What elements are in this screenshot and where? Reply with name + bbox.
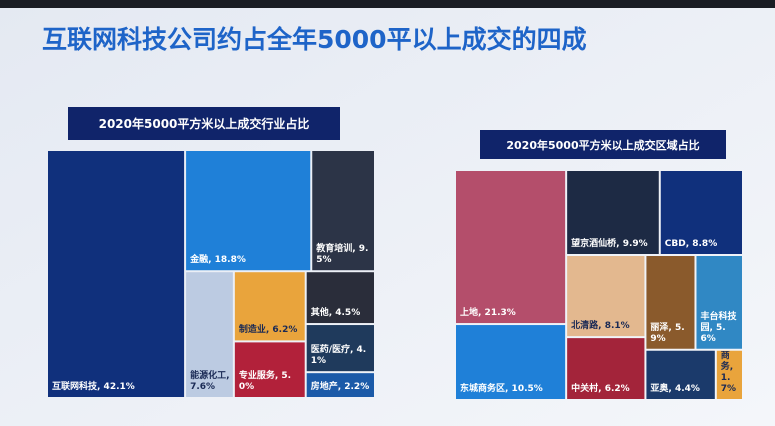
- treemap-cell: [186, 272, 233, 397]
- treemap-cell: [312, 151, 374, 271]
- subtitle-box: [68, 107, 340, 140]
- treemap-cell: [456, 171, 566, 324]
- treemap-cell: [48, 151, 185, 397]
- chart-title: 2020年5000平方米以上成交行业占比: [99, 116, 310, 131]
- cell-label-box: 上地, 21.3%: [460, 308, 516, 319]
- cell-label-box: 制造业, 6.2%: [238, 325, 298, 336]
- cell-label-box: 教育培训, 9.5%: [316, 244, 369, 266]
- cell-label-box: CBD, 8.8%: [664, 239, 718, 249]
- cell-label: 上地, 21.3%: [460, 308, 516, 319]
- cell-label-box: 中关村, 6.2%: [571, 383, 630, 394]
- cell-label: 商务, 1.7%: [720, 350, 737, 394]
- treemap-cell: [567, 171, 659, 254]
- cell-label-box: 北清路, 8.1%: [571, 321, 630, 332]
- cell-label: 丽泽, 5.9%: [650, 322, 685, 344]
- cell-label-box: 医药/医疗, 4.1%: [310, 345, 367, 367]
- cell-label: 房地产, 2.2%: [310, 381, 370, 392]
- cell-label: 望京酒仙桥, 9.9%: [571, 239, 648, 249]
- treemap-cell: [306, 272, 374, 324]
- chart-title: 2020年5000平方米以上成交区域占比: [506, 138, 699, 152]
- cell-label: 亚奥, 4.4%: [650, 383, 700, 394]
- treemap-cell: [186, 151, 311, 271]
- treemap-cell: [660, 171, 742, 254]
- cell-label-box: 东城商务区, 10.5%: [460, 383, 543, 394]
- treemap-cell: [646, 350, 715, 399]
- treemap-cell: [567, 338, 645, 399]
- cell-label-box: 丽泽, 5.9%: [650, 322, 685, 344]
- treemap-cell: [567, 256, 645, 337]
- cell-label: 东城商务区, 10.5%: [460, 383, 543, 394]
- treemap-cell: [696, 256, 742, 349]
- cell-label: 丰台科技园, 5.6%: [700, 311, 737, 344]
- treemap-cell: [646, 256, 695, 349]
- cell-label-box: 专业服务, 5.0%: [238, 370, 292, 392]
- cell-label-box: 互联网科技, 42.1%: [52, 382, 135, 392]
- cell-label: 教育培训, 9.5%: [316, 244, 369, 266]
- subtitle-box: [480, 130, 726, 159]
- cell-label: 制造业, 6.2%: [238, 325, 298, 336]
- cell-label: CBD, 8.8%: [664, 239, 718, 249]
- cell-label: 互联网科技, 42.1%: [52, 382, 135, 392]
- cell-label-box: 望京酒仙桥, 9.9%: [571, 239, 648, 249]
- treemap-cell: [234, 342, 305, 397]
- cell-label: 北清路, 8.1%: [571, 321, 630, 332]
- cell-label: 专业服务, 5.0%: [238, 370, 292, 392]
- cell-label: 其他, 4.5%: [310, 308, 361, 319]
- cell-label-box: 房地产, 2.2%: [310, 381, 370, 392]
- cell-label: 金融, 18.8%: [190, 255, 246, 266]
- treemap-cell: [234, 272, 305, 341]
- slide-title: 互联网科技公司约占全年5000平以上成交的四成: [42, 25, 587, 54]
- cell-label-box: 能源化工, 7.6%: [190, 370, 230, 392]
- cell-label-box: 商务, 1.7%: [720, 350, 737, 394]
- cell-label: 能源化工, 7.6%: [190, 370, 230, 392]
- cell-label-box: 丰台科技园, 5.6%: [700, 311, 737, 344]
- cell-label-box: 其他, 4.5%: [310, 308, 361, 319]
- cell-label-box: 亚奥, 4.4%: [650, 383, 700, 394]
- treemap-cell: [306, 325, 374, 372]
- cell-label: 医药/医疗, 4.1%: [310, 345, 367, 367]
- treemap-cell: [306, 373, 374, 397]
- treemap-cell: [456, 325, 566, 399]
- cell-label-box: 金融, 18.8%: [190, 255, 246, 266]
- cell-label: 中关村, 6.2%: [571, 383, 630, 394]
- top-edge: [0, 0, 775, 8]
- treemap-cell: [716, 350, 742, 399]
